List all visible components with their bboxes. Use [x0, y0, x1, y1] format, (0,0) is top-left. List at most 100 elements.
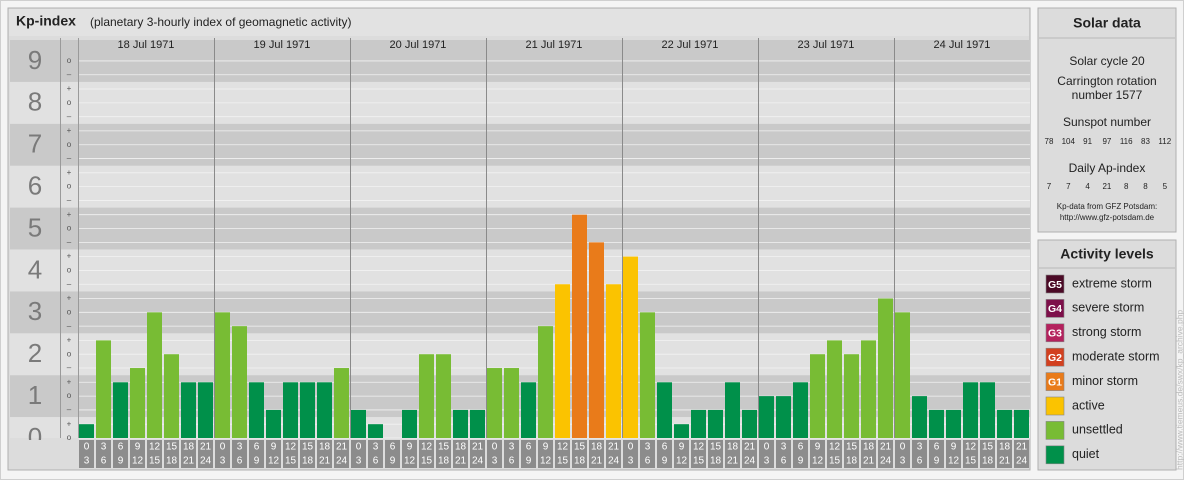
minor-tick-label: o — [67, 182, 72, 191]
minor-tick-label: o — [67, 391, 72, 400]
bar — [861, 340, 876, 438]
x-tick-label: 18 — [455, 442, 467, 453]
x-tick-label: 3 — [628, 456, 634, 467]
solar-cycle: Solar cycle 20 — [1069, 54, 1145, 68]
x-tick-label: 12 — [812, 456, 824, 467]
bar — [266, 409, 281, 438]
bar — [232, 326, 247, 438]
y-tick-label: 8 — [28, 87, 42, 117]
day-label: 18 Jul 1971 — [118, 39, 175, 51]
minor-tick-label: o — [67, 140, 72, 149]
hour-box — [861, 440, 876, 468]
sunspot-number: 116 — [1120, 137, 1133, 146]
x-tick-label: 3 — [900, 456, 906, 467]
x-tick-label: 21 — [200, 442, 212, 453]
x-tick-label: 9 — [951, 442, 957, 453]
solar-title: Solar data — [1073, 15, 1141, 31]
x-tick-label: 21 — [591, 456, 603, 467]
hour-box — [793, 440, 808, 468]
minor-tick-label: – — [67, 70, 72, 79]
hour-box — [708, 440, 723, 468]
x-tick-label: 18 — [574, 456, 586, 467]
bar — [606, 284, 621, 438]
chart-title: Kp-index — [16, 13, 76, 29]
hour-box — [725, 440, 740, 468]
hour-box — [946, 440, 961, 468]
x-tick-label: 3 — [492, 456, 498, 467]
x-tick-label: 18 — [302, 456, 314, 467]
x-tick-label: 18 — [183, 442, 195, 453]
x-tick-label: 24 — [880, 456, 892, 467]
x-tick-label: 9 — [679, 442, 685, 453]
day-label: 20 Jul 1971 — [390, 39, 447, 51]
bar — [351, 409, 366, 438]
x-tick-label: 15 — [421, 456, 433, 467]
day-label: 23 Jul 1971 — [798, 39, 855, 51]
tick-band — [10, 417, 1030, 438]
minor-tick-label: – — [67, 154, 72, 163]
bar — [895, 312, 910, 438]
sunspot-title: Sunspot number — [1063, 115, 1151, 129]
minor-tick-label: o — [67, 433, 72, 442]
x-tick-label: 6 — [917, 456, 923, 467]
bar — [419, 354, 434, 438]
bar — [572, 214, 587, 438]
bar — [147, 312, 162, 438]
bar — [300, 382, 315, 438]
bar — [589, 242, 604, 438]
x-tick-label: 18 — [863, 442, 875, 453]
bar — [334, 368, 349, 438]
x-tick-label: 21 — [727, 456, 739, 467]
hour-box — [606, 440, 621, 468]
x-tick-label: 3 — [781, 442, 787, 453]
legend-swatch — [1045, 372, 1065, 391]
bar — [946, 409, 961, 438]
x-tick-label: 6 — [118, 442, 124, 453]
hour-box — [419, 440, 434, 468]
ap-title: Daily Ap-index — [1069, 161, 1146, 175]
bar — [79, 424, 94, 438]
activity-title: Activity levels — [1060, 246, 1154, 262]
x-tick-label: 12 — [557, 442, 569, 453]
x-tick-label: 0 — [220, 442, 226, 453]
x-tick-label: 9 — [390, 456, 396, 467]
minor-tick-label: o — [67, 224, 72, 233]
minor-tick-label: o — [67, 349, 72, 358]
x-tick-label: 3 — [645, 442, 651, 453]
x-tick-label: 12 — [132, 456, 144, 467]
bar — [640, 312, 655, 438]
minor-tick-label: – — [67, 321, 72, 330]
x-tick-label: 12 — [829, 442, 841, 453]
x-tick-label: 6 — [509, 456, 515, 467]
legend-label: quiet — [1072, 447, 1100, 461]
hour-box — [1014, 440, 1029, 468]
x-tick-label: 21 — [319, 456, 331, 467]
legend-label: active — [1072, 398, 1105, 412]
hour-box — [674, 440, 689, 468]
x-tick-label: 6 — [781, 456, 787, 467]
hour-box — [402, 440, 417, 468]
x-tick-label: 12 — [268, 456, 280, 467]
x-tick-label: 9 — [815, 442, 821, 453]
bar — [708, 409, 723, 438]
minor-tick-label: o — [67, 307, 72, 316]
bar — [130, 368, 145, 438]
hour-box — [436, 440, 451, 468]
x-tick-label: 15 — [166, 442, 178, 453]
hour-box — [10, 440, 78, 468]
day-label: 19 Jul 1971 — [254, 39, 311, 51]
x-tick-label: 18 — [727, 442, 739, 453]
x-tick-label: 9 — [662, 456, 668, 467]
watermark: http://www.tiemeus.de/swx/kp_archive.php — [1174, 310, 1184, 470]
hour-box — [776, 440, 791, 468]
x-tick-label: 9 — [407, 442, 413, 453]
bar — [844, 354, 859, 438]
x-tick-label: 18 — [982, 456, 994, 467]
x-tick-label: 18 — [710, 456, 722, 467]
sunspot-number: 97 — [1102, 137, 1111, 146]
x-tick-label: 18 — [591, 442, 603, 453]
x-tick-label: 15 — [965, 456, 977, 467]
hour-box — [521, 440, 536, 468]
minor-tick-label: o — [67, 98, 72, 107]
bar — [249, 382, 264, 438]
